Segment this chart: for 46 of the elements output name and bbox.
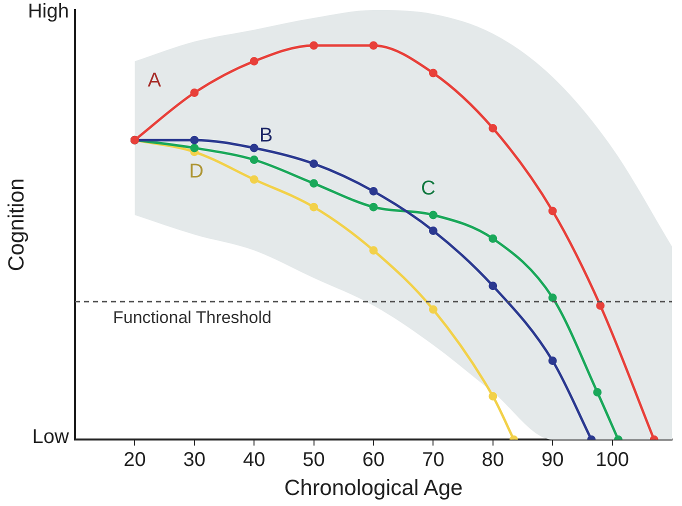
x-tick-label: 60: [362, 449, 385, 472]
point: [548, 356, 557, 366]
text: High: [28, 0, 69, 23]
point: [369, 187, 378, 196]
x-tick-label: 100: [596, 449, 629, 472]
point: [250, 56, 258, 66]
point: [369, 202, 378, 212]
x-tick-label: 20: [124, 449, 146, 472]
point: [428, 226, 438, 235]
point: [310, 159, 318, 168]
point: [488, 124, 498, 132]
point: [488, 392, 498, 400]
point: [369, 246, 378, 255]
series-label: A: [148, 69, 162, 92]
point: [369, 41, 378, 50]
point: [428, 68, 438, 78]
point: [310, 41, 318, 50]
point: [593, 388, 602, 397]
point: [250, 144, 258, 152]
point: [548, 206, 557, 216]
point: [488, 282, 498, 290]
point: [310, 202, 318, 212]
series-label: B: [259, 124, 273, 146]
point: [190, 88, 199, 98]
text: Low: [32, 426, 70, 448]
x-tick-label: 40: [242, 449, 266, 472]
point: [190, 144, 199, 152]
x-axis-title: Chronological Age: [284, 474, 463, 500]
point: [548, 293, 557, 302]
point: [190, 136, 199, 144]
x-tick-label: 90: [541, 449, 564, 472]
series-label: C: [420, 177, 436, 200]
series-label: D: [189, 160, 204, 182]
y-axis-title: Cognition: [3, 178, 28, 272]
point: [250, 156, 258, 164]
point: [488, 234, 498, 243]
point: [250, 175, 258, 184]
point: [428, 210, 438, 220]
x-tick-label: 30: [183, 449, 206, 472]
ref-line-label: Functional Threshold: [113, 308, 272, 327]
point: [428, 305, 438, 314]
point: [310, 179, 318, 188]
point: [596, 301, 605, 310]
x-tick-label: 70: [422, 449, 444, 472]
x-tick-label: 80: [482, 449, 504, 472]
x-tick-label: 50: [302, 449, 325, 472]
